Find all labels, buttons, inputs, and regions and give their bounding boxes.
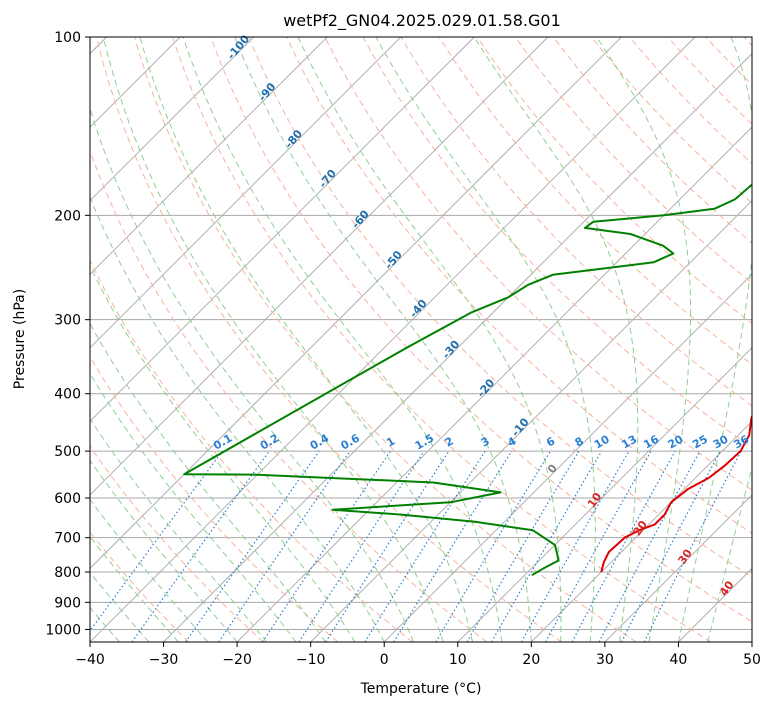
y-tick-label: 200 xyxy=(54,208,81,224)
isotherm-line xyxy=(90,37,475,422)
moist-adiabat-line xyxy=(90,372,297,642)
mixing-ratio-line xyxy=(298,450,425,642)
dry-adiabat-line xyxy=(248,37,752,578)
chart-title: wetPf2_GN04.2025.029.01.58.G01 xyxy=(283,11,561,31)
dry-adiabat-line xyxy=(90,355,339,642)
y-tick-label: 400 xyxy=(54,387,81,403)
moist-adiabat-line xyxy=(90,417,267,642)
y-tick-label: 100 xyxy=(54,30,81,46)
mixing-ratio-line xyxy=(643,450,742,642)
mixing-ratio-line xyxy=(520,450,630,642)
mixing-ratio-line xyxy=(571,450,676,642)
isotherm-line xyxy=(90,37,549,496)
isotherm-line xyxy=(604,494,752,642)
x-tick-label: 30 xyxy=(596,652,614,668)
isotherm-line xyxy=(90,37,254,202)
x-tick-label: 20 xyxy=(522,652,540,668)
mixing-ratio-line xyxy=(131,450,270,642)
dry-adiabat-line xyxy=(90,259,413,642)
dewpoint-profile-line xyxy=(183,183,752,577)
moist-adiabat-line xyxy=(182,37,503,642)
dry-adiabat-line xyxy=(90,445,264,642)
x-tick-label: −40 xyxy=(75,652,105,668)
x-tick-label: −20 xyxy=(222,652,252,668)
isotherm-line xyxy=(90,37,402,349)
moist-adiabat-line xyxy=(139,37,473,642)
x-tick-label: −30 xyxy=(149,652,179,668)
moist-adiabat-line xyxy=(677,37,752,642)
moist-adiabat-line xyxy=(234,37,532,642)
moist-adiabat-line xyxy=(90,196,385,642)
isotherm-line xyxy=(163,52,752,642)
axes: −40 −30 −20 −10 0 10 20 30 40 50 100 200 300 400 500 60… xyxy=(45,30,761,668)
moist-adiabat-line xyxy=(90,107,415,642)
isotherm-line xyxy=(90,37,328,275)
dry-adiabat-line xyxy=(286,37,752,534)
moist-adiabat-line xyxy=(707,465,752,642)
profile-lines xyxy=(183,183,752,577)
temperature-profile-line xyxy=(600,413,752,573)
moist-adiabat-line xyxy=(90,459,238,642)
dry-adiabat-line xyxy=(324,37,752,491)
y-tick-label: 300 xyxy=(54,313,81,329)
x-tick-label: −10 xyxy=(296,652,326,668)
mixing-ratio-line xyxy=(325,450,450,642)
x-tick-label: 50 xyxy=(743,652,761,668)
isotherm-line xyxy=(90,37,696,642)
moist-adiabat-line xyxy=(595,37,692,642)
y-axis-label: Pressure (hPa) xyxy=(12,289,28,389)
mixing-ratio-line xyxy=(90,450,223,632)
x-axis-label: Temperature (°C) xyxy=(360,681,482,697)
moist-adiabat-line xyxy=(90,535,179,642)
mixing-ratio-line xyxy=(393,450,513,642)
moist-adiabat-line xyxy=(473,37,639,642)
y-tick-label: 900 xyxy=(54,595,81,611)
y-tick-label: 700 xyxy=(54,531,81,547)
dry-adiabat-line xyxy=(134,37,637,642)
moist-adiabat-line xyxy=(90,498,209,642)
dry-adiabat-line xyxy=(514,37,752,284)
dry-adiabat-line xyxy=(172,37,712,642)
mixing-ratio-line xyxy=(545,450,652,642)
isotherm-line xyxy=(383,273,752,642)
dry-adiabat-line xyxy=(210,37,752,623)
x-tick-label: 10 xyxy=(449,652,467,668)
isotherm-line xyxy=(90,37,622,570)
isotherm-line xyxy=(531,420,752,642)
dry-adiabat-line xyxy=(95,37,562,642)
y-tick-label: 500 xyxy=(54,444,81,460)
background-lines xyxy=(90,37,752,642)
mixing-ratio-line xyxy=(261,450,391,642)
isotherm-line xyxy=(457,347,752,642)
x-tick-label: 40 xyxy=(670,652,688,668)
plot-frame xyxy=(89,36,753,643)
isotherm-line xyxy=(236,126,752,642)
moist-adiabat-line xyxy=(297,37,562,642)
mixing-ratio-line xyxy=(185,450,320,642)
mixing-ratio-line xyxy=(218,450,351,642)
y-tick-label: 1000 xyxy=(45,622,81,638)
y-tick-label: 600 xyxy=(54,491,81,507)
moist-adiabat-line xyxy=(90,322,326,642)
moist-adiabat-line xyxy=(102,37,444,642)
y-tick-label: 800 xyxy=(54,565,81,581)
x-tick-label: 0 xyxy=(380,652,389,668)
moist-adiabat-line xyxy=(90,264,356,642)
